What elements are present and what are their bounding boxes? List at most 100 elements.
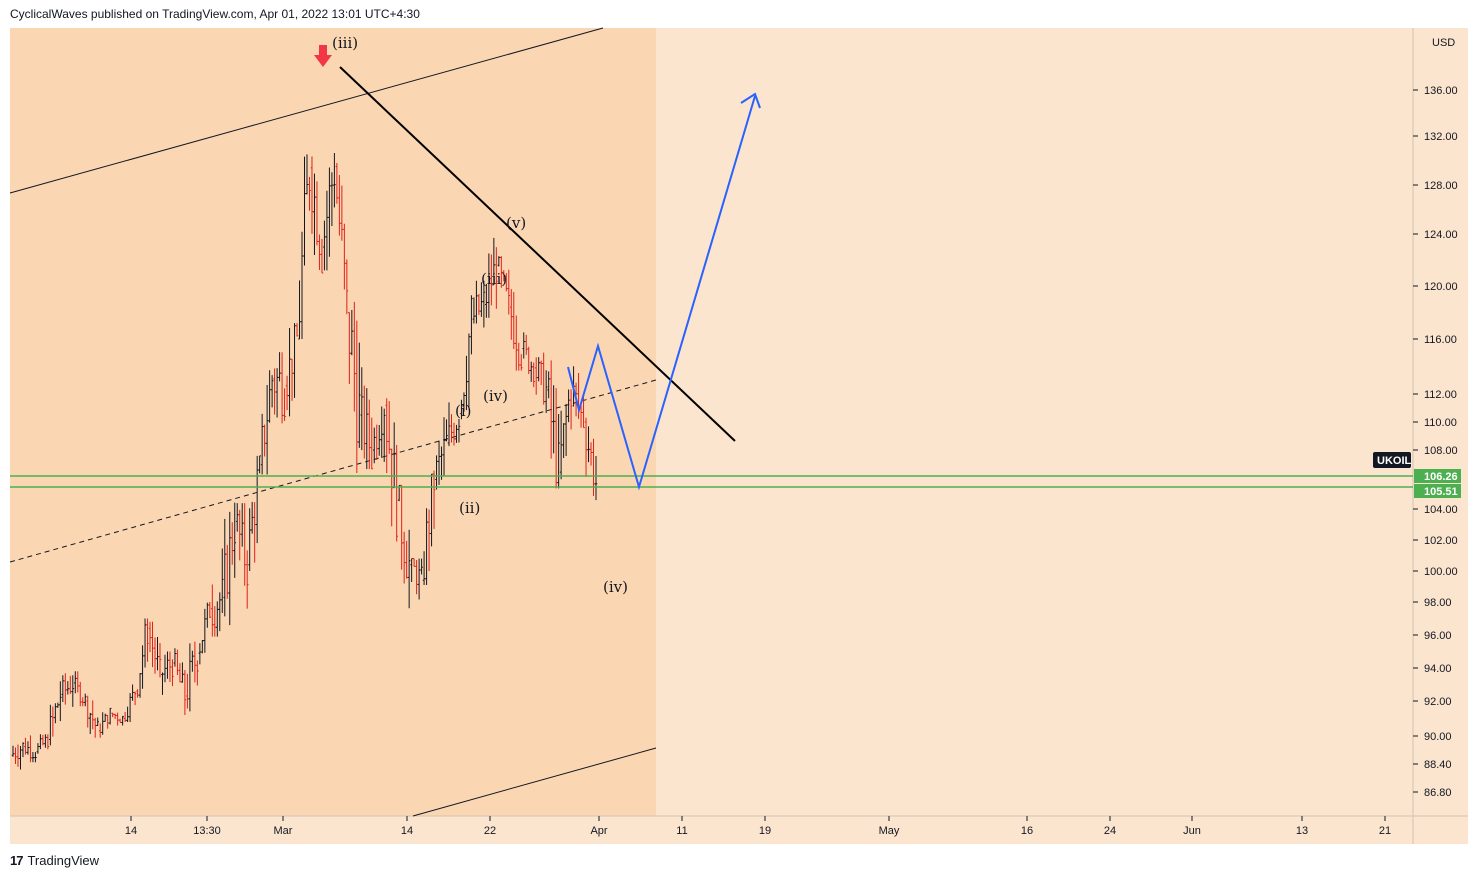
- channel-mid-dashed-line[interactable]: [9, 379, 657, 563]
- ohlc-bar: [188, 643, 192, 712]
- projection-path[interactable]: [567, 95, 756, 491]
- ohlc-bar: [532, 362, 536, 388]
- ohlc-bar: [29, 735, 32, 763]
- time-tick-label: 24: [1104, 825, 1116, 837]
- ohlc-bar: [360, 367, 364, 451]
- ohlc-bar: [425, 508, 428, 585]
- ohlc-bar: [76, 671, 80, 693]
- ohlc-bar: [300, 231, 304, 339]
- ohlc-bar: [569, 389, 573, 430]
- ohlc-bar: [198, 643, 202, 665]
- price-tick-label: 100.00: [1424, 566, 1458, 578]
- level-tag-lower: 105.51: [1424, 486, 1458, 498]
- price-tick-label: 120.00: [1424, 281, 1458, 293]
- ohlc-bar: [367, 399, 371, 470]
- ohlc-bar: [442, 417, 446, 477]
- ohlc-bar: [211, 584, 214, 637]
- ohlc-bar: [315, 181, 319, 246]
- ohlc-bar: [265, 385, 269, 475]
- price-axis-currency[interactable]: USD: [1432, 37, 1455, 49]
- ohlc-bar: [377, 424, 381, 456]
- time-tick-label: 22: [484, 825, 496, 837]
- ohlc-bar: [370, 417, 374, 470]
- ohlc-bar: [395, 445, 398, 542]
- time-tick-label: 13: [1296, 825, 1308, 837]
- ohlc-bar: [582, 393, 585, 429]
- ohlc-bar: [542, 352, 545, 405]
- ohlc-bar: [66, 681, 70, 695]
- ohlc-bar: [295, 323, 299, 337]
- channel-upper-line[interactable]: [9, 27, 604, 194]
- ohlc-bar: [318, 234, 321, 271]
- tradingview-footer[interactable]: 17 TradingView: [10, 853, 99, 868]
- ohlc-bar: [495, 247, 498, 309]
- ohlc-bar: [191, 650, 194, 672]
- descending-trendline[interactable]: [339, 66, 736, 442]
- time-axis-panel: [10, 816, 1468, 844]
- ohlc-bar: [101, 712, 104, 735]
- time-tick-label: 14: [125, 825, 137, 837]
- ohlc-bar: [151, 621, 154, 668]
- channel-lower-line[interactable]: [412, 747, 657, 817]
- down-arrow-icon: [314, 45, 332, 67]
- wave-label-iii-minor: (iii): [481, 270, 507, 288]
- ohlc-bar: [283, 388, 286, 421]
- ohlc-bar: [539, 360, 543, 385]
- ohlc-bar: [250, 501, 254, 534]
- ohlc-bar: [275, 368, 279, 418]
- ohlc-bar: [430, 473, 433, 547]
- ohlc-bar: [492, 237, 496, 286]
- ohlc-bar: [245, 550, 249, 609]
- ohlc-bar: [452, 422, 456, 446]
- ohlc-bar: [500, 256, 503, 288]
- ohlc-bar: [422, 551, 426, 585]
- ohlc-bar: [587, 426, 590, 463]
- ohlc-bar: [186, 673, 189, 709]
- ohlc-bar: [549, 360, 553, 459]
- ohlc-bar: [507, 269, 511, 315]
- ohlc-bar: [559, 410, 563, 480]
- ohlc-bar: [183, 670, 187, 715]
- ohlc-bar: [475, 280, 478, 324]
- projection-arrowhead: [740, 92, 761, 109]
- ohlc-bar: [567, 389, 570, 423]
- ohlc-bar: [146, 618, 149, 662]
- ohlc-bar: [285, 375, 289, 411]
- ohlc-bar: [308, 176, 311, 211]
- ohlc-bar: [437, 440, 441, 485]
- price-tick-label: 110.00: [1424, 417, 1457, 429]
- ohlc-bar: [517, 342, 521, 371]
- ohlc-bar: [534, 357, 538, 395]
- ohlc-bar: [288, 328, 291, 417]
- ohlc-bar: [243, 503, 247, 586]
- ohlc-bar: [335, 162, 339, 204]
- ohlc-bar: [93, 717, 97, 738]
- ohlc-bar: [512, 291, 516, 349]
- ohlc-bar: [233, 502, 237, 578]
- ohlc-bar: [420, 558, 423, 575]
- ohlc-bar: [387, 401, 391, 454]
- ohlc-bar: [382, 408, 386, 462]
- ohlc-bar: [333, 152, 336, 208]
- ohlc-bar: [544, 370, 548, 413]
- ohlc-bar: [497, 256, 501, 267]
- ohlc-bar: [113, 713, 117, 719]
- ohlc-bar: [59, 681, 62, 722]
- price-tick-label: 136.00: [1424, 85, 1458, 97]
- level-tag-bg-lower: [1414, 484, 1461, 498]
- ohlc-bar: [380, 406, 384, 458]
- ohlc-bar: [385, 398, 389, 474]
- price-tick-label: 96.00: [1424, 630, 1452, 642]
- ohlc-bar: [554, 388, 558, 489]
- ohlc-bar: [407, 529, 411, 609]
- wave-label-iii-major: (iii): [332, 34, 358, 52]
- ohlc-bar: [400, 484, 403, 570]
- tradingview-brand: TradingView: [27, 853, 100, 868]
- time-axis-ticks: 14 13:30 Mar 14 22 Apr 11 19 May 16 24 Jun 13 21: [125, 816, 1391, 837]
- ohlc-bar: [455, 424, 458, 443]
- ohlc-bar: [348, 312, 351, 385]
- ohlc-bar: [435, 455, 438, 490]
- ohlc-bar: [440, 446, 443, 480]
- ohlc-bar: [450, 414, 453, 443]
